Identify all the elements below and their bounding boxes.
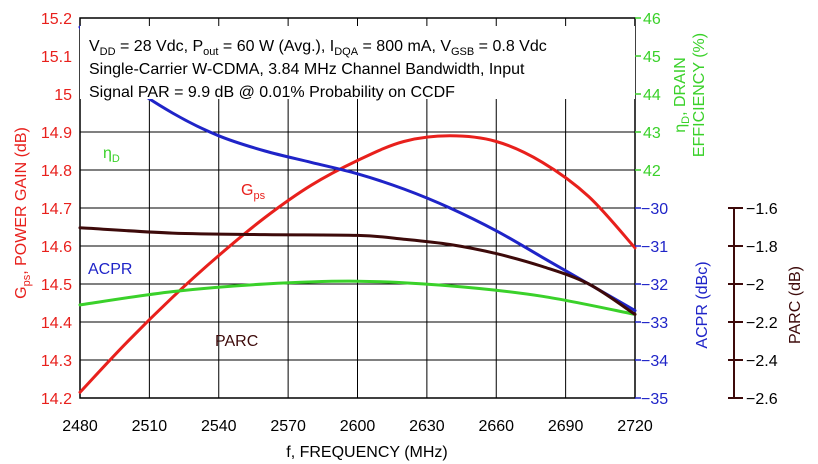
parc-tick-label: −1.8 [746,239,778,256]
left-tick-label: 14.6 [41,239,72,256]
efficiency-tick-labels: 46 45 44 43 42 [635,11,661,180]
left-tick-label: 14.7 [41,201,72,218]
parc-tick-label: −2.4 [746,353,778,370]
parc-axis-title: PARC (dB) [787,266,804,344]
acpr-tick-label: −32 [641,277,668,294]
annotation-line-2: Single-Carrier W-CDMA, 3.84 MHz Channel … [89,61,525,78]
annotation-line-1: VDD = 28 Vdc, Pout = 60 W (Avg.), IDQA =… [89,38,547,58]
acpr-axis-title: ACPR (dBc) [694,261,711,348]
x-tick-label: 2540 [201,418,237,435]
label-gain: Gps [241,182,266,202]
label-parc: PARC [215,333,258,350]
acpr-tick-label: −30 [641,201,668,218]
acpr-tick-label: −34 [641,353,668,370]
efficiency-axis-title-2: EFFICIENCY (%) [691,33,708,157]
left-tick-label: 14.4 [41,315,72,332]
x-tick-label: 2510 [132,418,168,435]
parc-tick-label: −2.6 [746,391,778,408]
x-tick-label: 2480 [62,418,98,435]
efficiency-axis-title-1: ηD, DRAIN [672,57,692,133]
left-tick-label: 14.5 [41,277,72,294]
left-axis-title: Gps, POWER GAIN (dB) [13,127,33,299]
left-tick-label: 14.2 [41,391,72,408]
acpr-tick-label: −35 [641,391,668,408]
left-tick-label: 14.9 [41,125,72,142]
x-tick-label: 2690 [548,418,584,435]
x-tick-label: 2570 [270,418,306,435]
parc-tick-label: −1.6 [746,201,778,218]
efficiency-tick-label: 42 [643,163,661,180]
acpr-tick-label: −33 [641,315,668,332]
x-tick-label: 2630 [409,418,445,435]
series-line-efficiency [78,279,637,316]
label-efficiency: ηD [103,145,120,165]
efficiency-tick-label: 44 [643,87,661,104]
parc-tick-label: −2.2 [746,315,778,332]
x-tick-labels: 2480 2510 2540 2570 2600 2630 2660 2690 2720 [62,418,653,435]
efficiency-tick-label: 43 [643,125,661,142]
x-tick-label: 2720 [617,418,653,435]
label-acpr: ACPR [88,261,132,278]
left-tick-label: 14.3 [41,353,72,370]
series-line-gain [78,134,637,394]
left-tick-label: 14.8 [41,163,72,180]
left-tick-labels: 15.2 15.1 15 14.9 14.8 14.7 14.6 14.5 14.4 14.3 14… [41,11,72,408]
series-line-parc [78,226,637,316]
acpr-tick-label: −31 [641,239,668,256]
left-tick-label: 15.1 [41,49,72,66]
efficiency-tick-label: 46 [643,11,661,28]
x-axis-title: f, FREQUENCY (MHz) [286,444,447,461]
acpr-tick-labels: −30 −31 −32 −33 −34 −35 [635,201,668,408]
parc-axis: −1.6 −1.8 −2 −2.2 −2.4 −2.6 [728,201,778,408]
left-tick-label: 15 [54,87,72,104]
annotation-line-3: Signal PAR = 9.9 dB @ 0.01% Probability … [89,84,455,101]
parc-tick-label: −2 [746,277,764,294]
efficiency-tick-label: 45 [643,49,661,66]
left-tick-label: 15.2 [41,11,72,28]
x-tick-label: 2660 [478,418,514,435]
x-tick-label: 2600 [340,418,376,435]
annotation-box [80,26,635,99]
